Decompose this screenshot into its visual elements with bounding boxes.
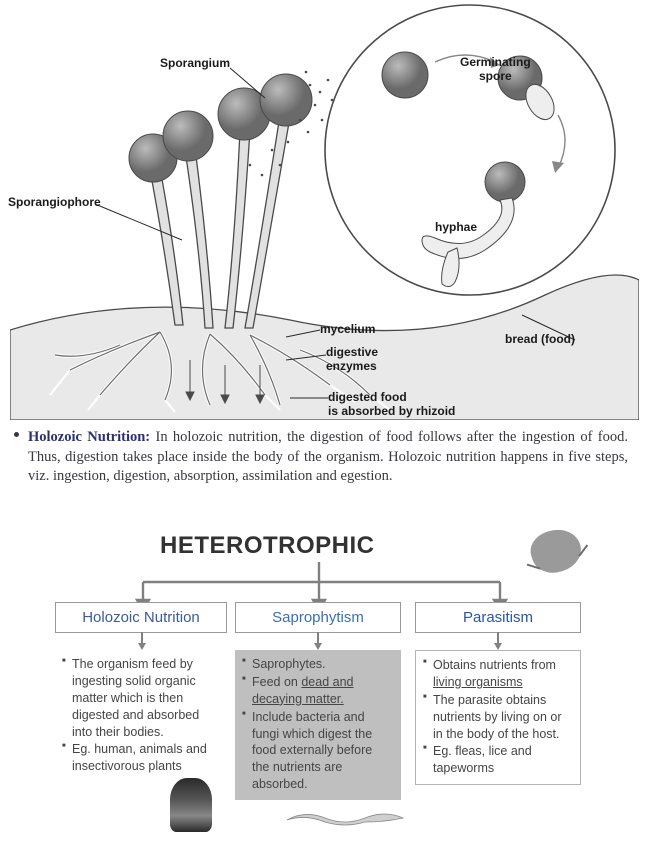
sapro-title-text: Saprophytism [272, 609, 364, 626]
holozoic-bullet: The organism feed by ingesting solid org… [63, 656, 219, 740]
holozoic-paragraph: Holozoic Nutrition: In holozoic nutritio… [28, 428, 628, 487]
box-sapro-title: Saprophytism [235, 602, 401, 633]
label-hyphae: hyphae [435, 220, 477, 234]
sapro-bullet: Saprophytes. [243, 656, 393, 673]
heterotrophic-flowchart: HETEROTROPHIC Holozoic Nutrition The org… [55, 532, 595, 832]
fungus-nutrition-diagram: Sporangium Sporangiophore Germinating sp… [10, 0, 639, 420]
box-holozoic-desc: The organism feed by ingesting solid org… [55, 650, 227, 782]
box-para-desc: Obtains nutrients from living organismsT… [415, 650, 581, 785]
bullet-icon [14, 432, 19, 437]
label-enzymes: digestive enzymes [326, 345, 378, 373]
sapro-bullet: Include bacteria and fungi which digest … [243, 709, 393, 793]
box-para-title: Parasitism [415, 602, 581, 633]
paragraph-heading: Holozoic Nutrition: [28, 429, 150, 445]
label-germ-spore: Germinating spore [460, 55, 531, 83]
label-bread: bread (food) [505, 332, 575, 346]
label-mycelium: mycelium [320, 322, 375, 336]
para-title-text: Parasitism [463, 609, 533, 626]
sapro-bullet: Feed on dead and decaying matter. [243, 674, 393, 708]
tapeworm-icon [285, 808, 405, 828]
holozoic-bullet: Eg. human, animals and insectivorous pla… [63, 741, 219, 775]
holozoic-title-text: Holozoic Nutrition [82, 609, 200, 626]
para-bullet: The parasite obtains nutrients by living… [424, 692, 572, 743]
para-bullet: Obtains nutrients from living organisms [424, 657, 572, 691]
box-sapro-desc: Saprophytes.Feed on dead and decaying ma… [235, 650, 401, 800]
label-sporangium: Sporangium [160, 56, 230, 70]
box-holozoic-title: Holozoic Nutrition [55, 602, 227, 633]
label-digested: digested food is absorbed by rhizoid [328, 390, 455, 418]
meerkat-icon [170, 778, 212, 832]
para-bullet: Eg. fleas, lice and tapeworms [424, 743, 572, 777]
label-sporangiophore: Sporangiophore [8, 195, 101, 209]
